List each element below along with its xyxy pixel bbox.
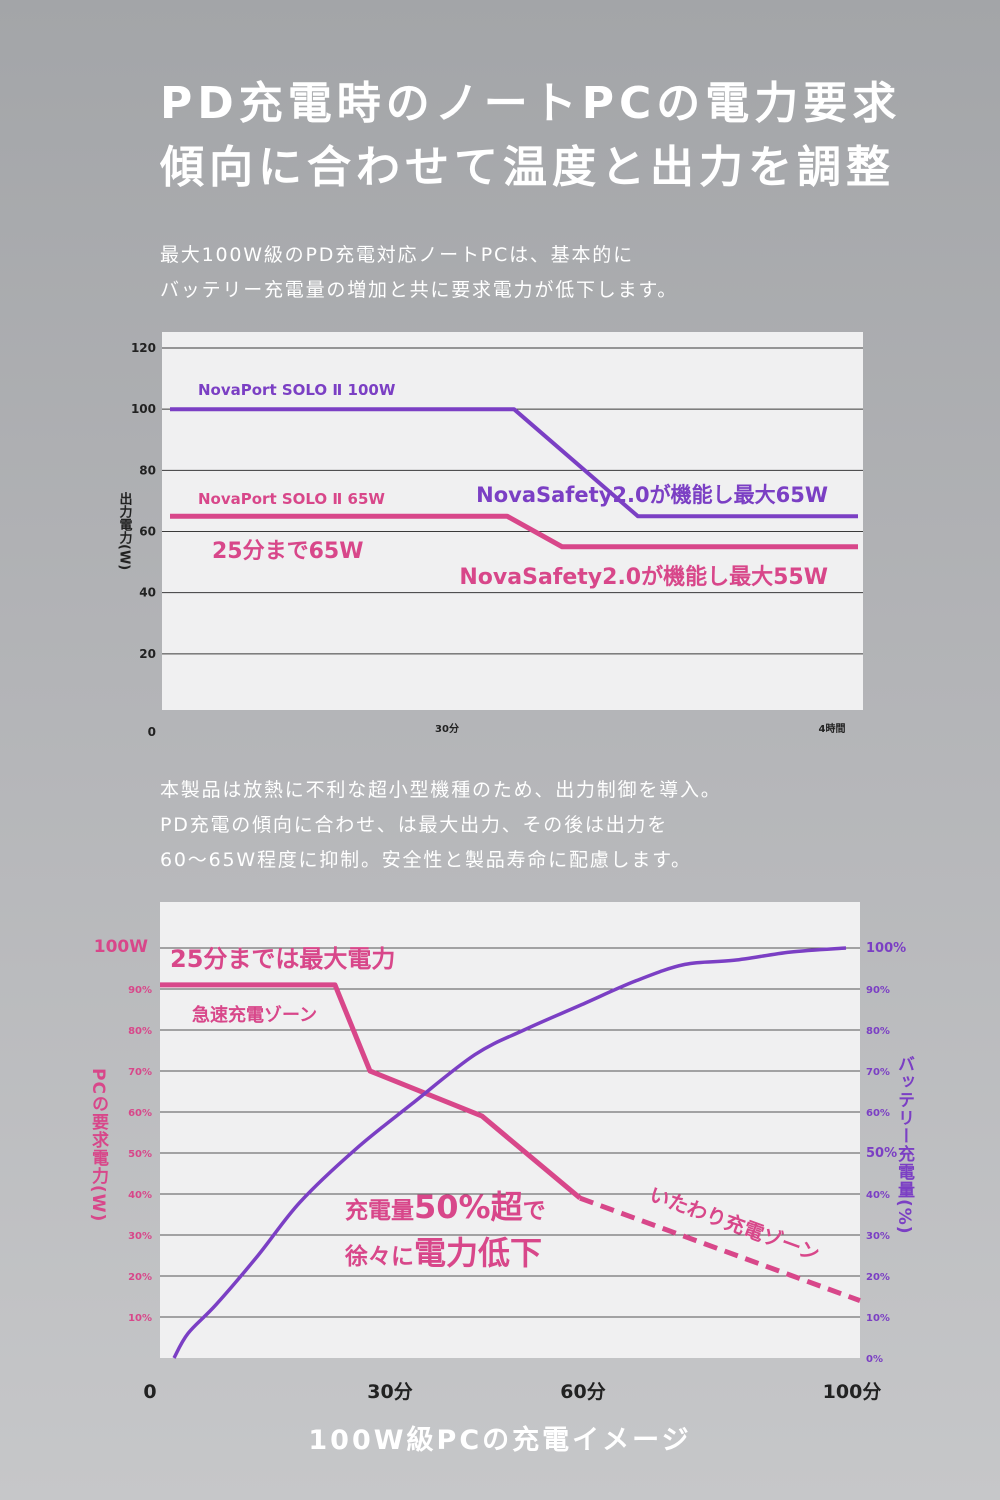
chart2-right-axis-label: バッテリー充電量(%) [894, 1055, 915, 1235]
chart2-left-tick-label: 60% [128, 1108, 152, 1119]
chart2-right-tick-label: 90% [866, 985, 890, 996]
chart1-gridlines [162, 347, 863, 655]
chart2-right-tick-label: 40% [866, 1190, 890, 1201]
middle-line-3: 60～65W程度に抑制。安全性と製品寿命に配慮します。 [160, 849, 692, 871]
chart1-x-ticks: 30分 4時間 [435, 722, 845, 735]
series-65w-line [170, 513, 858, 550]
annotation-fast-zone: 急速充電ゾーン [192, 1004, 317, 1026]
legend-100w-label: NovaPort SOLO Ⅱ 100W [198, 381, 396, 399]
required-power-line [160, 982, 582, 1201]
chart2-left-tick-label: 40% [128, 1190, 152, 1201]
series-100w-line [170, 407, 858, 519]
chart2-left-tick-label: 10% [128, 1313, 152, 1324]
drop-line-1-b: 50%超 [414, 1188, 524, 1226]
chart2-left-tick-label: 50% [128, 1149, 152, 1160]
middle-line-2: PD充電の傾向に合わせ、は最大出力、その後は出力を [160, 814, 669, 836]
chart1-x-tick-label: 4時間 [819, 722, 846, 735]
chart1-y-ticks: 0 20 40 60 80 100 120 [131, 341, 156, 739]
chart2-caption: 100W級PCの充電イメージ [308, 1425, 692, 1456]
chart1-y-tick-label: 0 [148, 725, 156, 739]
drop-line-1-c: で [523, 1198, 546, 1224]
intro-line-2: バッテリー充電量の増加と共に要求電力が低下します。 [160, 279, 679, 301]
chart2-x-tick-label: 60分 [560, 1381, 605, 1403]
middle-line-1: 本製品は放熱に不利な超小型機種のため、出力制御を導入。 [160, 779, 722, 801]
chart1-y-tick-label: 40 [139, 586, 156, 600]
chart2-left-tick-label: 70% [128, 1067, 152, 1078]
chart1-y-tick-label: 20 [139, 647, 156, 661]
chart2-left-axis-label: PCの要求電力(W) [88, 1068, 109, 1222]
title-line-1: PD充電時のノートPCの電力要求 [160, 78, 902, 129]
chart2-right-ticks: 0% 10% 20% 30% 40% 50% 60% 70% 80% 90% 100% [866, 941, 906, 1365]
chart2-left-tick-label: 20% [128, 1272, 152, 1283]
title-line-2: 傾向に合わせて温度と出力を調整 [160, 142, 895, 193]
legend-65w-label: NovaPort SOLO Ⅱ 65W [198, 490, 385, 508]
drop-line-2-b: 電力低下 [414, 1234, 542, 1272]
chart1-y-axis-label: 出力電力(W) [117, 491, 133, 570]
intro-line-1: 最大100W級のPD充電対応ノートPCは、基本的に [160, 244, 634, 266]
chart2-right-tick-label: 80% [866, 1026, 890, 1037]
middle-text: 本製品は放熱に不利な超小型機種のため、出力制御を導入。 PD充電の傾向に合わせ、… [160, 773, 920, 878]
chart2-right-tick-label: 100% [866, 941, 906, 956]
chart2-left-tick-label: 30% [128, 1231, 152, 1242]
chart2-plot-area [160, 902, 860, 1358]
chart2-gridlines [160, 947, 860, 1318]
drop-line-1-a: 充電量 [345, 1197, 414, 1224]
page-title: PD充電時のノートPCの電力要求 傾向に合わせて温度と出力を調整 [160, 72, 940, 200]
chart1-y-tick-label: 100 [131, 402, 156, 416]
chart2-right-tick-label: 50% [866, 1146, 897, 1161]
drop-line-2-a: 徐々に [344, 1243, 414, 1270]
chart2-left-tick-label: 80% [128, 1026, 152, 1037]
chart2-right-tick-label: 10% [866, 1313, 890, 1324]
chart2-x-tick-label: 0 [143, 1381, 156, 1403]
chart2-x-ticks: 0 30分 60分 100分 [143, 1381, 881, 1403]
chart2-right-tick-label: 70% [866, 1067, 890, 1078]
intro-text: 最大100W級のPD充電対応ノートPCは、基本的に バッテリー充電量の増加と共に… [160, 238, 920, 308]
chart1-x-tick-label: 30分 [435, 722, 459, 735]
chart2-right-tick-label: 0% [866, 1354, 883, 1365]
charging-image-chart: 10% 20% 30% 40% 50% 60% 70% 80% 90% 100W 0% 10% 20%… [88, 902, 915, 1403]
chart2-right-tick-label: 20% [866, 1272, 890, 1283]
annotation-drop-line-2: 徐々に電力低下 [344, 1234, 542, 1272]
chart2-right-tick-label: 60% [866, 1108, 890, 1119]
annotation-drop-line-1: 充電量50%超で [345, 1188, 546, 1226]
chart2-right-tick-label: 30% [866, 1231, 890, 1242]
chart1-y-tick-label: 60 [139, 525, 156, 539]
required-power-gentle-line [579, 1195, 861, 1303]
battery-charge-curve [172, 946, 847, 1359]
chart2-x-tick-label: 100分 [823, 1381, 882, 1403]
chart2-left-tick-label: 100W [94, 937, 148, 957]
annotation-max-55w: NovaSafety2.0が機能し最大55W [459, 564, 828, 590]
chart2-left-ticks: 10% 20% 30% 40% 50% 60% 70% 80% 90% 100W [94, 937, 152, 1324]
annotation-peak-power: 25分までは最大電力 [170, 945, 395, 973]
chart1-y-tick-label: 80 [139, 463, 156, 477]
chart1-y-tick-label: 120 [131, 341, 156, 355]
chart2-x-tick-label: 30分 [367, 1381, 412, 1403]
chart2-left-tick-label: 90% [128, 985, 152, 996]
output-power-chart: 0 20 40 60 80 100 120 30分 4時間 出力電力(W) NovaPort … [117, 332, 863, 739]
annotation-max-65w: NovaSafety2.0が機能し最大65W [476, 483, 828, 507]
annotation-65w-until-25min: 25分まで65W [212, 539, 364, 564]
